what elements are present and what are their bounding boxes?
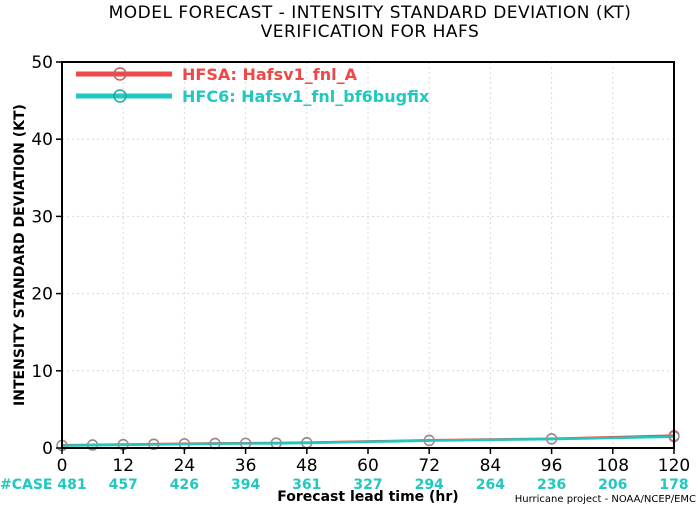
- x-tick-label: 36: [235, 456, 257, 476]
- case-count: 426: [170, 477, 199, 493]
- case-count: 264: [476, 477, 505, 493]
- x-tick-label: 72: [418, 456, 440, 476]
- case-count: 457: [109, 477, 138, 493]
- chart-title-line1: MODEL FORECAST - INTENSITY STANDARD DEVI…: [109, 3, 632, 23]
- x-axis-label: Forecast lead time (hr): [277, 489, 458, 505]
- case-count: 236: [537, 477, 566, 493]
- x-tick-label: 84: [480, 456, 502, 476]
- legend-marker-0: [113, 67, 127, 81]
- y-tick-label: 30: [31, 207, 53, 227]
- y-tick-label: 20: [31, 285, 53, 305]
- series-point-1: [423, 435, 435, 447]
- case-count: 394: [231, 477, 260, 493]
- series-point-1: [148, 438, 160, 451]
- case-count: 481: [57, 477, 86, 493]
- y-tick-label: 50: [31, 53, 53, 73]
- x-tick-label: 96: [541, 456, 563, 476]
- legend-label-0: HFSA: Hafsv1_fnl_A: [182, 65, 358, 84]
- credit-text: Hurricane project - NOAA/NCEP/EMC: [515, 494, 696, 505]
- x-tick-label: 60: [357, 456, 379, 476]
- x-tick-label: 12: [112, 456, 134, 476]
- x-tick-label: 48: [296, 456, 318, 476]
- legend: HFSA: Hafsv1_fnl_A HFC6: Hafsv1_fnl_bf6bu…: [76, 65, 430, 106]
- x-tick-label: 108: [597, 456, 629, 476]
- case-count: 178: [659, 477, 688, 493]
- y-tick-labels: 0 10 20 30 40 50: [31, 53, 62, 459]
- x-tick-label: 24: [174, 456, 196, 476]
- x-tick-label: 0: [57, 456, 68, 476]
- case-count: 327: [353, 477, 382, 493]
- series-point-1: [545, 433, 558, 445]
- legend-marker-1: [113, 89, 127, 103]
- chart-title-line2: VERIFICATION FOR HAFS: [261, 22, 480, 42]
- case-label: #CASE: [0, 477, 53, 493]
- legend-label-1: HFC6: Hafsv1_fnl_bf6bugfix: [182, 87, 430, 106]
- y-tick-label: 0: [42, 439, 53, 459]
- x-tick-labels: 0 12 24 36 48 60 72 84 96 108 120: [57, 448, 690, 476]
- y-tick-label: 40: [31, 130, 53, 150]
- case-count: 294: [415, 477, 444, 493]
- series-lines: [56, 430, 680, 452]
- y-tick-label: 10: [31, 362, 53, 382]
- case-count: 361: [292, 477, 321, 493]
- series-point-1: [86, 439, 99, 451]
- case-count: 206: [598, 477, 627, 493]
- grid-lines: [62, 62, 674, 448]
- case-counts: #CASE 481 457 426 394 361 327 294 264 236 206 178: [0, 477, 689, 493]
- plot-frame: [61, 61, 675, 449]
- x-tick-label: 120: [658, 456, 690, 476]
- y-axis-label: INTENSITY STANDARD DEVIATION (KT): [12, 104, 28, 406]
